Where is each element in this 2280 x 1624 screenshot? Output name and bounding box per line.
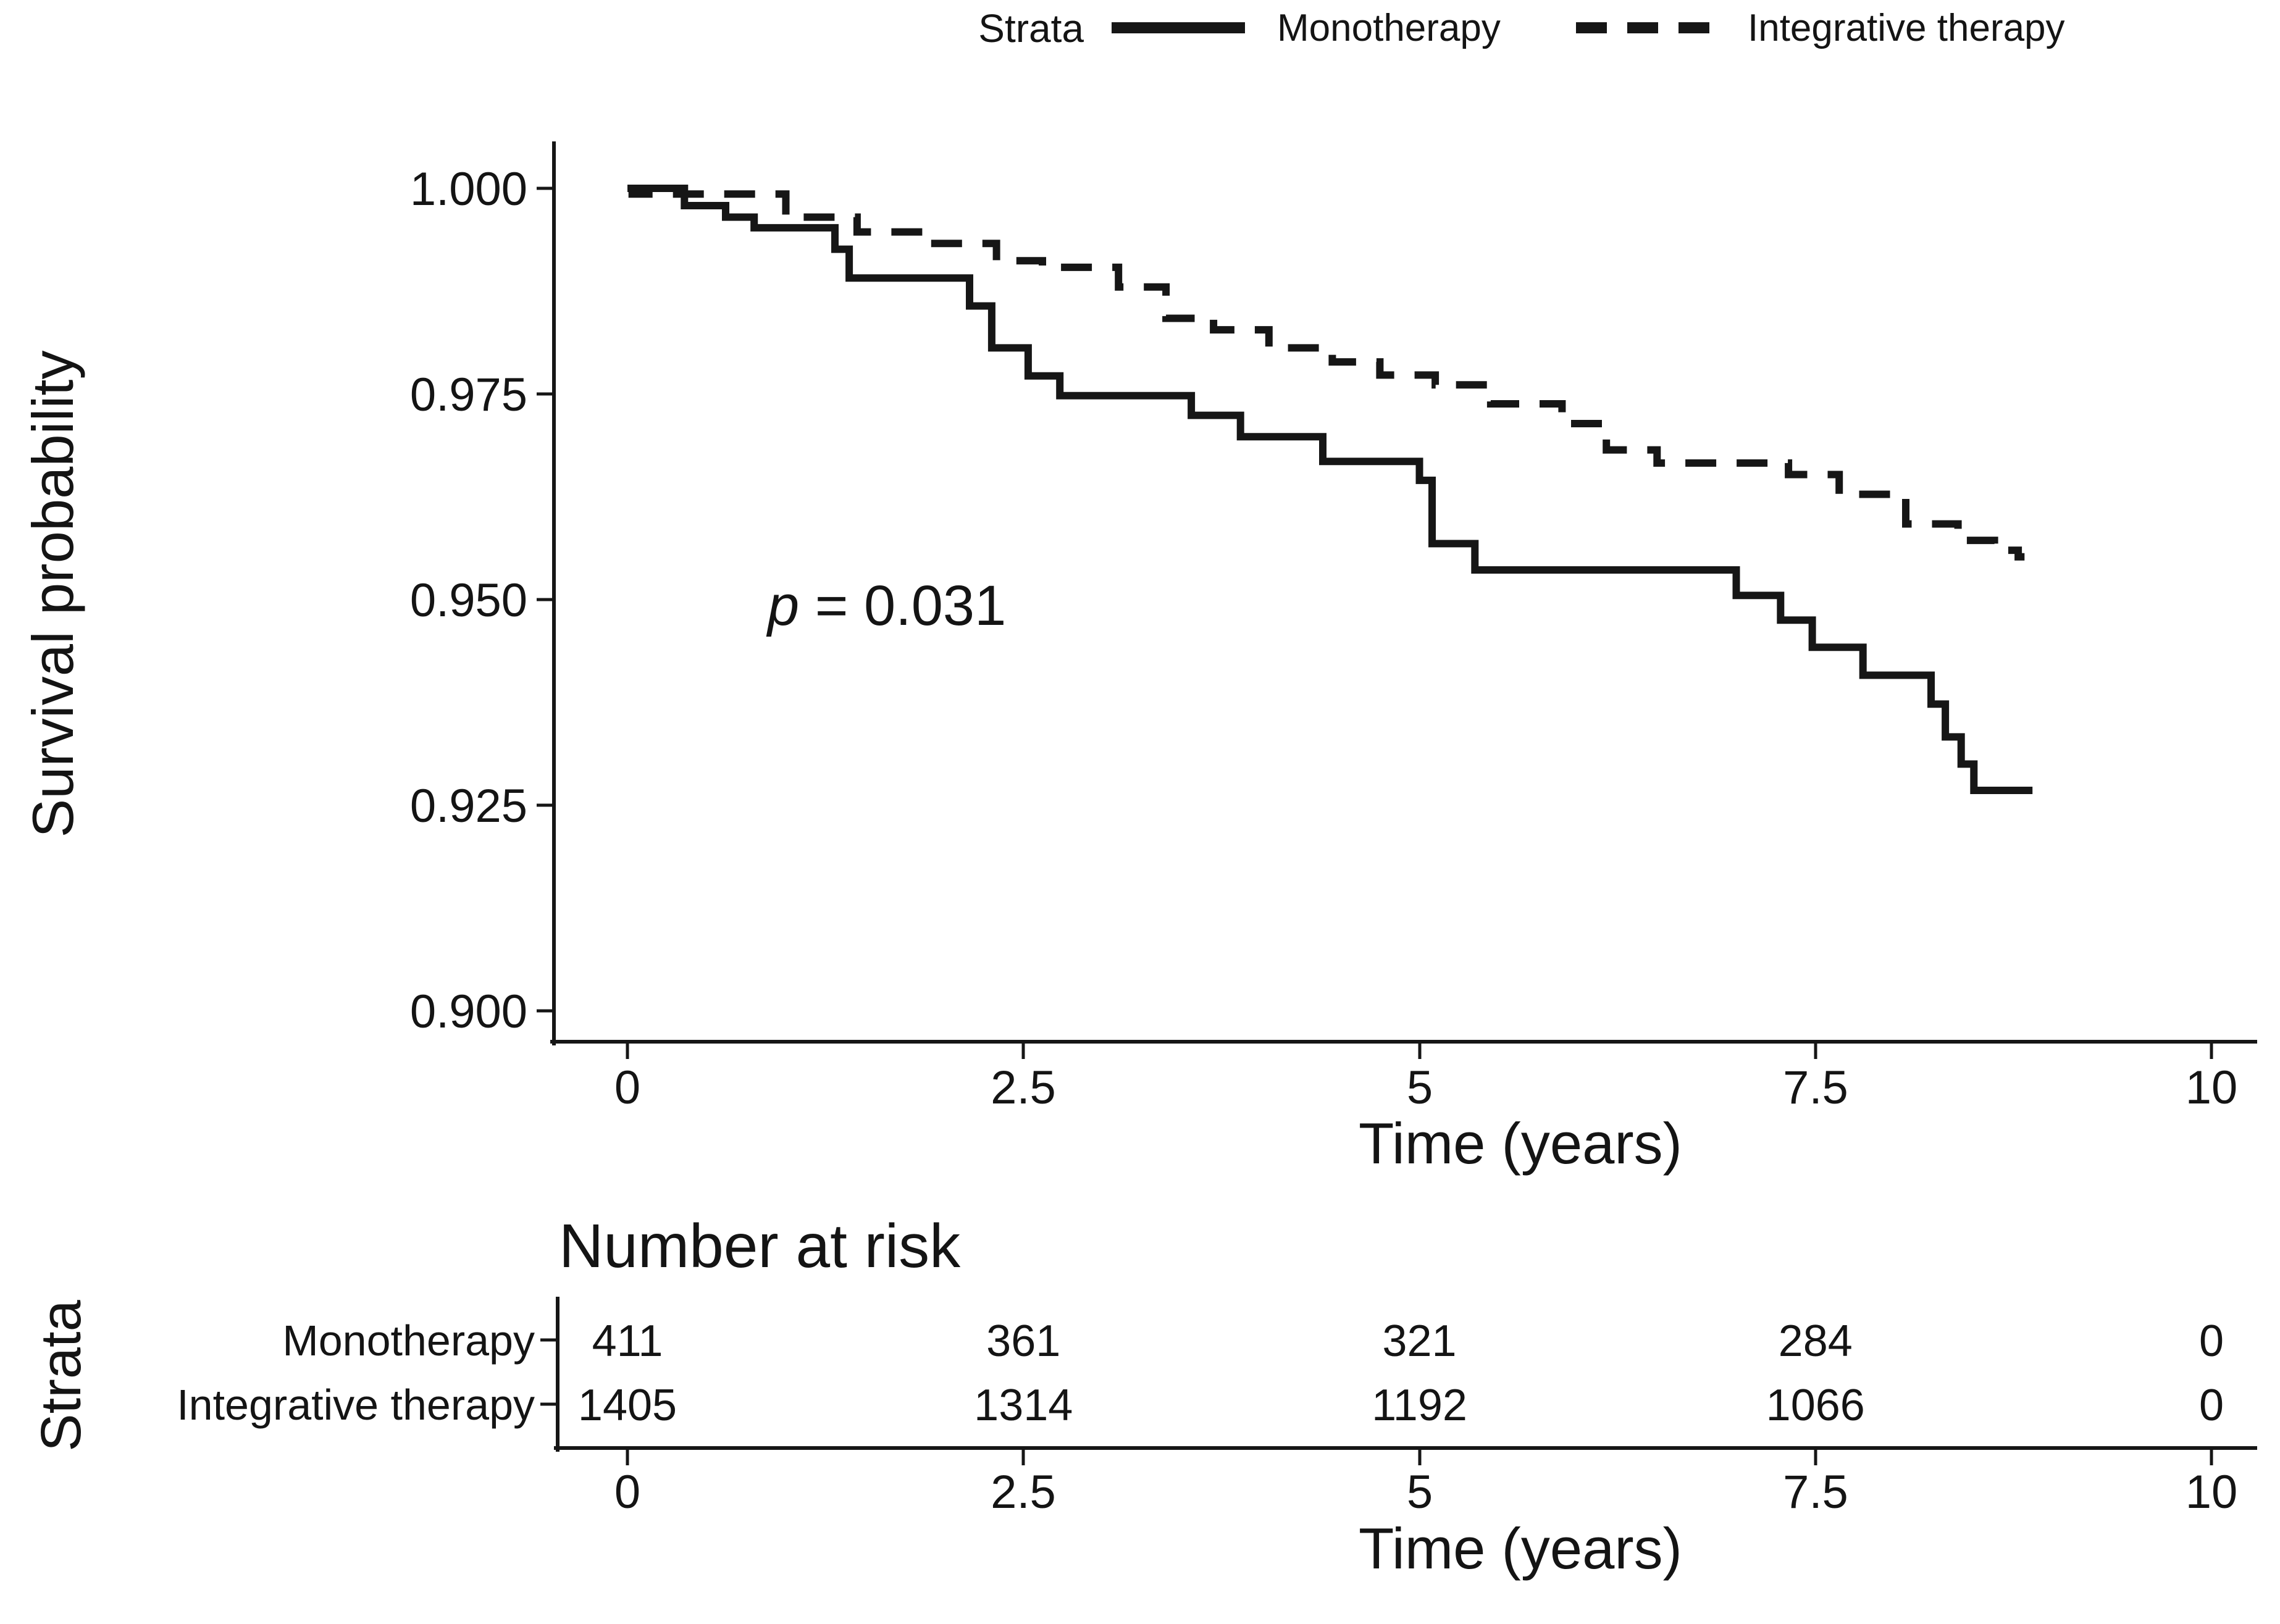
risk-value: 284: [1779, 1316, 1853, 1366]
risk-value: 0: [2199, 1381, 2224, 1430]
risk-x-tick-marks: [626, 1448, 2213, 1465]
legend-label-monotherapy: Monotherapy: [1277, 7, 1501, 49]
x-tick-label: 7.5: [1783, 1061, 1848, 1114]
legend: Strata Monotherapy Integrative therapy: [978, 6, 2064, 51]
y-tick-label: 0.975: [410, 369, 527, 421]
risk-value: 321: [1382, 1316, 1456, 1366]
y-tick-label: 0.925: [410, 780, 527, 832]
risk-x-tick-label: 10: [2186, 1466, 2238, 1518]
risk-values: 411 361 321 284 0 1405 1314 1192 1066 0: [578, 1316, 2224, 1430]
x-tick-labels: 0 2.5 5 7.5 10: [614, 1061, 2237, 1114]
y-tick-label: 0.900: [410, 986, 527, 1038]
risk-value: 0: [2199, 1316, 2224, 1366]
x-tick-label: 10: [2186, 1061, 2238, 1114]
y-axis-title: Survival probability: [20, 351, 85, 838]
y-tick-label: 0.950: [410, 574, 527, 627]
risk-row-ticks: [540, 1338, 558, 1406]
risk-row-label-integrative: Integrative therapy: [177, 1381, 535, 1429]
risk-value: 1066: [1766, 1381, 1865, 1430]
x-tick-label: 5: [1407, 1061, 1433, 1114]
risk-x-tick-label: 7.5: [1783, 1466, 1848, 1518]
curve-monotherapy: [627, 185, 2033, 794]
risk-value: 1405: [578, 1381, 677, 1430]
y-tick-label: 1.000: [410, 163, 527, 216]
risk-strata-axis-title: Strata: [30, 1299, 93, 1451]
p-value-text: = 0.031: [799, 574, 1006, 637]
risk-value: 1314: [974, 1381, 1073, 1430]
risk-row-label-monotherapy: Monotherapy: [282, 1316, 535, 1365]
main-plot: 1.000 0.975 0.950 0.925 0.900 0 2.5 5 7.…: [20, 141, 2257, 1176]
x-axis-title: Time (years): [1359, 1111, 1682, 1176]
x-tick-marks: [626, 1042, 2213, 1059]
curve-integrative-therapy: [627, 185, 2025, 561]
risk-table-title: Number at risk: [559, 1212, 961, 1281]
x-tick-label: 0: [614, 1061, 640, 1114]
risk-value: 411: [592, 1316, 663, 1366]
y-tick-marks: [537, 186, 554, 1013]
x-tick-label: 2.5: [991, 1061, 1056, 1114]
risk-x-tick-label: 2.5: [991, 1466, 1056, 1518]
p-symbol: p: [766, 574, 799, 637]
risk-table: Number at risk Monotherapy Integrative t…: [30, 1212, 2257, 1581]
p-value-annotation: p = 0.031: [766, 574, 1006, 637]
risk-value: 361: [986, 1316, 1060, 1366]
y-tick-labels: 1.000 0.975 0.950 0.925 0.900: [410, 163, 527, 1038]
legend-title: Strata: [978, 6, 1084, 51]
risk-x-tick-label: 0: [614, 1466, 640, 1518]
risk-value: 1192: [1372, 1381, 1467, 1430]
risk-x-tick-labels: 0 2.5 5 7.5 10: [614, 1466, 2237, 1518]
risk-x-tick-label: 5: [1407, 1466, 1433, 1518]
legend-label-integrative: Integrative therapy: [1748, 7, 2065, 49]
risk-x-axis-title: Time (years): [1359, 1516, 1682, 1581]
